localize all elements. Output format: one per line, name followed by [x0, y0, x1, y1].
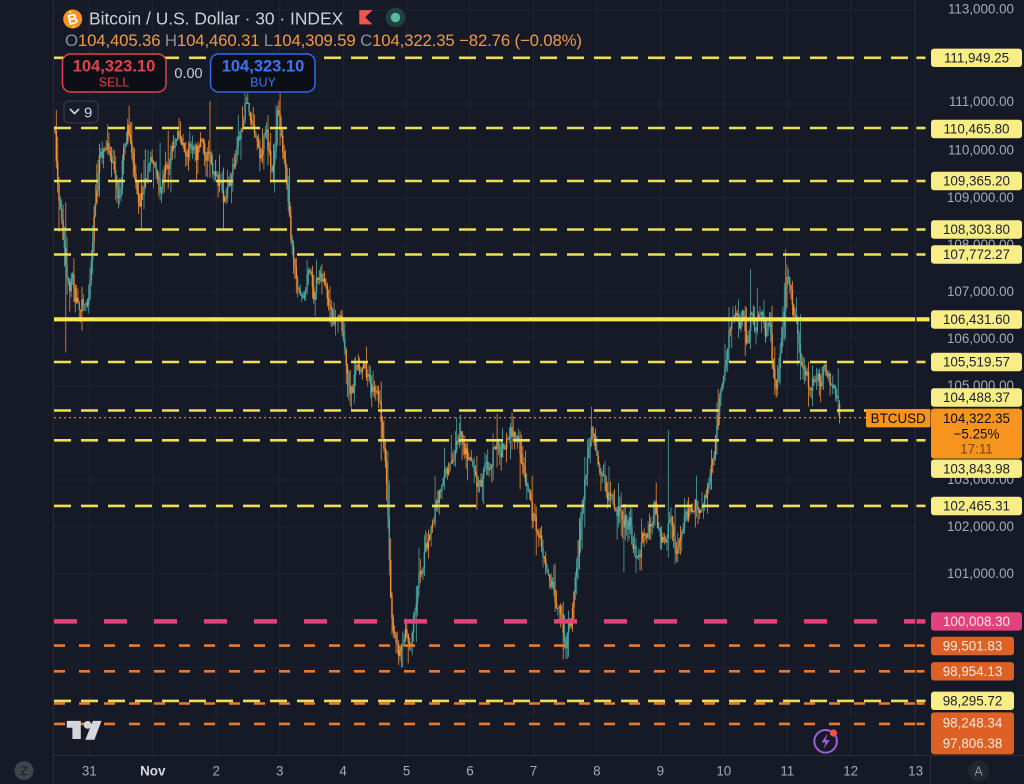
svg-text:102,465.31: 102,465.31 — [943, 499, 1010, 514]
svg-text:13: 13 — [908, 764, 923, 779]
svg-text:Bitcoin / U.S. Dollar · 30 · I: Bitcoin / U.S. Dollar · 30 · INDEX — [89, 9, 344, 29]
svg-text:A: A — [974, 765, 983, 779]
svg-text:104,323.10: 104,323.10 — [73, 58, 156, 76]
svg-text:103,843.98: 103,843.98 — [943, 461, 1010, 476]
svg-text:99,501.83: 99,501.83 — [943, 639, 1003, 654]
svg-text:97,806.38: 97,806.38 — [943, 736, 1003, 751]
svg-text:98,248.34: 98,248.34 — [943, 715, 1003, 730]
svg-text:10: 10 — [716, 764, 731, 779]
svg-text:113,000.00: 113,000.00 — [948, 2, 1014, 17]
svg-text:111,000.00: 111,000.00 — [949, 94, 1014, 109]
svg-text:BTCUSD: BTCUSD — [871, 411, 926, 426]
svg-text:106,431.60: 106,431.60 — [943, 312, 1010, 327]
svg-text:104,322.35: 104,322.35 — [943, 411, 1010, 426]
svg-text:31: 31 — [82, 764, 97, 779]
svg-text:−5.25%: −5.25% — [954, 426, 1000, 441]
svg-text:11: 11 — [780, 764, 794, 779]
svg-text:9: 9 — [84, 105, 92, 122]
svg-text:109,000.00: 109,000.00 — [947, 190, 1014, 205]
svg-text:102,000.00: 102,000.00 — [947, 519, 1014, 534]
svg-text:111,949.25: 111,949.25 — [944, 50, 1009, 65]
svg-text:104,323.10: 104,323.10 — [222, 58, 305, 76]
svg-text:BUY: BUY — [250, 76, 276, 90]
svg-text:B: B — [66, 11, 80, 29]
svg-text:100,008.30: 100,008.30 — [943, 614, 1010, 629]
svg-text:105,519.57: 105,519.57 — [943, 355, 1010, 370]
svg-text:O104,405.36 H104,460.31 L104,3: O104,405.36 H104,460.31 L104,309.59 C104… — [65, 31, 582, 50]
svg-text:2: 2 — [212, 764, 219, 779]
svg-text:98,954.13: 98,954.13 — [943, 664, 1003, 679]
svg-text:107,772.27: 107,772.27 — [943, 247, 1010, 262]
svg-text:3: 3 — [276, 764, 283, 779]
svg-text:98,295.72: 98,295.72 — [943, 693, 1003, 708]
svg-text:110,465.80: 110,465.80 — [943, 122, 1009, 137]
svg-text:Nov: Nov — [140, 764, 166, 779]
svg-text:Z: Z — [20, 766, 27, 778]
svg-text:106,000.00: 106,000.00 — [947, 331, 1014, 346]
svg-text:109,365.20: 109,365.20 — [943, 174, 1010, 189]
svg-text:5: 5 — [403, 764, 410, 779]
svg-text:108,303.80: 108,303.80 — [943, 222, 1010, 237]
svg-text:101,000.00: 101,000.00 — [947, 566, 1014, 581]
svg-text:110,000.00: 110,000.00 — [948, 143, 1014, 158]
svg-text:8: 8 — [593, 764, 600, 779]
svg-text:107,000.00: 107,000.00 — [947, 284, 1014, 299]
svg-text:104,488.37: 104,488.37 — [943, 390, 1010, 405]
svg-text:17:11: 17:11 — [960, 441, 993, 456]
svg-text:7: 7 — [530, 764, 537, 779]
svg-text:0.00: 0.00 — [174, 66, 202, 82]
svg-text:6: 6 — [466, 764, 473, 779]
svg-text:12: 12 — [843, 764, 858, 779]
svg-text:9: 9 — [657, 764, 664, 779]
svg-text:SELL: SELL — [99, 76, 130, 90]
svg-text:4: 4 — [339, 764, 347, 779]
